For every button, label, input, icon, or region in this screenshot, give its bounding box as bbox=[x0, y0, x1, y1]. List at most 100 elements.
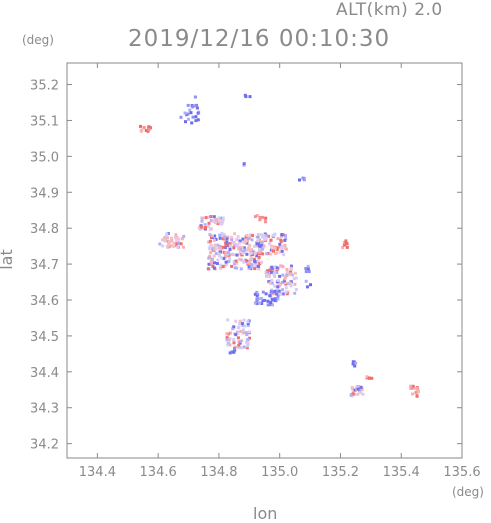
data-point bbox=[262, 244, 266, 248]
data-point bbox=[234, 259, 238, 263]
data-point bbox=[282, 253, 286, 257]
data-point bbox=[268, 294, 272, 298]
data-point bbox=[233, 232, 237, 236]
data-point bbox=[253, 301, 257, 305]
data-point bbox=[281, 273, 285, 277]
data-point bbox=[194, 115, 198, 119]
data-point bbox=[247, 265, 251, 269]
y-tick-label: 34.3 bbox=[30, 402, 59, 417]
data-point bbox=[351, 390, 355, 394]
data-point bbox=[186, 103, 190, 107]
data-point bbox=[360, 388, 364, 391]
data-point bbox=[204, 226, 207, 229]
data-point bbox=[222, 233, 226, 236]
data-point bbox=[293, 291, 297, 295]
y-axis-unit: (deg) bbox=[22, 33, 54, 47]
data-point bbox=[249, 265, 253, 269]
data-point bbox=[260, 302, 264, 305]
data-point bbox=[265, 233, 268, 237]
data-point bbox=[228, 248, 232, 251]
data-point bbox=[416, 390, 420, 394]
data-point bbox=[196, 111, 200, 115]
data-point bbox=[234, 319, 238, 323]
data-point bbox=[226, 318, 230, 322]
data-point bbox=[187, 117, 190, 121]
data-point bbox=[289, 266, 293, 270]
data-point bbox=[258, 218, 262, 222]
data-point bbox=[284, 290, 288, 294]
data-point bbox=[249, 248, 252, 252]
data-point bbox=[276, 297, 280, 301]
data-point bbox=[306, 267, 310, 271]
data-point bbox=[255, 214, 259, 217]
data-point bbox=[247, 237, 251, 241]
data-point bbox=[261, 252, 265, 256]
data-point bbox=[309, 283, 312, 287]
data-point bbox=[142, 126, 146, 129]
data-point bbox=[232, 260, 236, 264]
data-point bbox=[228, 351, 232, 355]
data-point bbox=[255, 299, 259, 303]
data-point bbox=[221, 216, 225, 220]
data-point bbox=[273, 299, 277, 303]
data-point bbox=[273, 265, 277, 269]
data-point bbox=[283, 281, 287, 285]
data-point bbox=[285, 271, 289, 274]
data-point bbox=[264, 220, 267, 224]
data-point bbox=[275, 290, 279, 294]
data-point bbox=[306, 264, 310, 268]
data-point bbox=[277, 289, 281, 293]
data-point bbox=[416, 388, 420, 392]
data-point bbox=[246, 344, 250, 348]
data-point bbox=[415, 387, 419, 391]
data-point bbox=[266, 299, 270, 303]
axis-ticks: 134.4 134.6 134.8 135.0 135.2 135.4 135.6 34.2 3… bbox=[30, 63, 481, 480]
data-point bbox=[257, 244, 261, 248]
data-point bbox=[273, 274, 277, 278]
data-point bbox=[294, 288, 298, 291]
data-point bbox=[235, 238, 239, 241]
data-point bbox=[246, 239, 249, 243]
data-point bbox=[174, 233, 178, 237]
data-point bbox=[221, 218, 225, 222]
data-point bbox=[284, 286, 288, 290]
data-point bbox=[344, 240, 348, 244]
data-point bbox=[357, 385, 361, 389]
data-point bbox=[245, 234, 249, 237]
data-point bbox=[161, 238, 164, 242]
data-point bbox=[276, 279, 280, 282]
x-tick-label: 135.2 bbox=[322, 465, 359, 480]
data-point bbox=[224, 260, 228, 264]
data-point bbox=[228, 242, 232, 246]
data-point bbox=[253, 215, 257, 219]
data-point bbox=[207, 215, 211, 219]
data-point bbox=[289, 284, 293, 288]
data-point bbox=[273, 284, 277, 288]
data-point bbox=[278, 274, 282, 278]
data-point bbox=[220, 231, 224, 235]
data-point bbox=[275, 270, 279, 274]
data-point bbox=[235, 266, 239, 270]
data-point bbox=[359, 391, 363, 395]
data-point bbox=[249, 233, 252, 237]
data-point bbox=[209, 219, 213, 222]
data-point bbox=[353, 388, 357, 392]
data-point bbox=[219, 250, 222, 254]
data-point bbox=[256, 301, 260, 305]
data-point bbox=[178, 242, 182, 245]
data-point bbox=[164, 237, 168, 241]
data-point bbox=[351, 362, 355, 366]
data-point bbox=[257, 255, 261, 259]
data-point bbox=[349, 393, 353, 397]
data-point bbox=[351, 360, 355, 364]
data-point bbox=[341, 246, 345, 250]
data-point bbox=[365, 375, 369, 379]
data-point bbox=[280, 264, 283, 268]
data-point bbox=[224, 251, 228, 255]
data-point bbox=[249, 251, 253, 255]
data-point bbox=[245, 252, 249, 256]
data-point bbox=[257, 297, 261, 301]
data-point bbox=[246, 320, 250, 324]
data-point bbox=[209, 251, 213, 255]
data-point bbox=[244, 258, 247, 262]
